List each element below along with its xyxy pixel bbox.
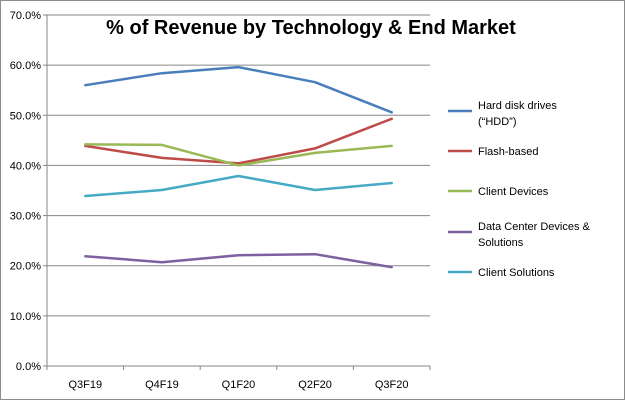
y-tick-label: 50.0% bbox=[10, 110, 41, 122]
legend-item: Client Devices bbox=[448, 186, 549, 198]
y-tick-label: 40.0% bbox=[10, 160, 41, 172]
y-tick-label: 0.0% bbox=[16, 361, 41, 373]
x-tick-label: Q4F19 bbox=[145, 379, 179, 391]
series-line bbox=[84, 143, 393, 167]
y-tick-label: 10.0% bbox=[10, 311, 41, 323]
legend-item: Client Solutions bbox=[448, 267, 555, 279]
y-tick-label: 60.0% bbox=[10, 60, 41, 72]
y-tick-label: 70.0% bbox=[10, 10, 41, 22]
legend-label: Hard disk drives (“HDD”) bbox=[478, 100, 557, 128]
legend-item: Hard disk drives (“HDD”) bbox=[448, 100, 557, 128]
x-tick-label: Q2F20 bbox=[298, 379, 332, 391]
x-axis-tick-labels: Q3F19 Q4F19 Q1F20 Q2F20 Q3F20 bbox=[68, 379, 408, 391]
legend: Hard disk drives (“HDD”) Flash-based Client… bbox=[448, 100, 591, 279]
series-lines bbox=[84, 65, 393, 269]
legend-item: Data Center Devices & Solutions bbox=[448, 221, 591, 249]
chart-title: % of Revenue by Technology & End Market bbox=[106, 17, 516, 39]
legend-item: Flash-based bbox=[448, 146, 539, 158]
y-tick-label: 30.0% bbox=[10, 211, 41, 223]
legend-label: Data Center Devices & Solutions bbox=[478, 221, 591, 249]
series-line bbox=[84, 65, 393, 114]
x-tick-label: Q3F19 bbox=[68, 379, 102, 391]
legend-label: Flash-based bbox=[478, 146, 539, 158]
legend-label: Client Solutions bbox=[478, 267, 555, 279]
y-tick-label: 20.0% bbox=[10, 261, 41, 273]
legend-label: Client Devices bbox=[478, 186, 549, 198]
x-tick-label: Q1F20 bbox=[222, 379, 256, 391]
y-axis-tick-labels: 0.0% 10.0% 20.0% 30.0% 40.0% 50.0% 60.0% 70.0% bbox=[10, 10, 41, 373]
gridlines bbox=[47, 14, 430, 317]
series-line bbox=[84, 117, 393, 165]
x-tick-label: Q3F20 bbox=[375, 379, 409, 391]
series-line bbox=[84, 252, 393, 269]
axes bbox=[43, 14, 431, 370]
series-line bbox=[84, 174, 393, 198]
